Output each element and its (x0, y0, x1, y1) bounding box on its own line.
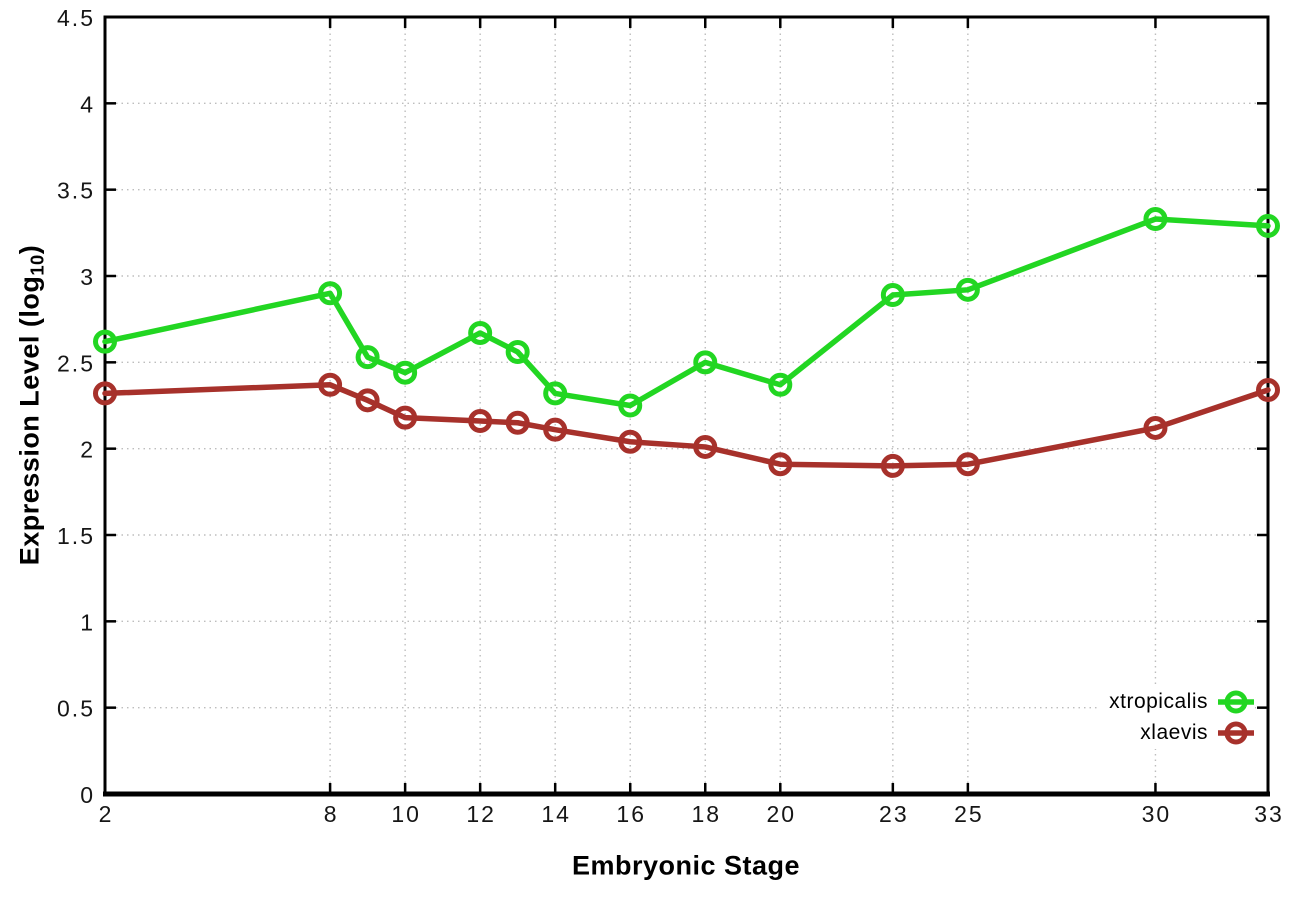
y-tick-label-2.5: 2.5 (57, 350, 95, 376)
data-point-xtropicalis-stage-25 (955, 277, 980, 302)
legend-sample-xtropicalis (1218, 690, 1254, 713)
legend-sample-xlaevis (1218, 721, 1254, 744)
plot-border (103, 15, 1270, 796)
x-tick-label-30: 30 (1142, 801, 1172, 827)
data-point-xtropicalis-stage-33 (1256, 213, 1280, 238)
y-tick-label-3.5: 3.5 (57, 178, 95, 204)
data-point-xtropicalis-stage-30 (1143, 207, 1168, 232)
data-point-xlaevis-stage-23 (880, 453, 905, 478)
y-tick-label-1: 1 (80, 609, 95, 635)
x-tick-label-14: 14 (541, 801, 571, 827)
legend-label-xlaevis: xlaevis (1140, 720, 1208, 744)
x-tick-label-10: 10 (391, 801, 421, 827)
data-point-xtropicalis-stage-14 (543, 381, 568, 406)
x-tick-label-25: 25 (954, 801, 984, 827)
grid (105, 17, 1268, 794)
data-point-xlaevis-stage-8 (318, 372, 343, 397)
data-point-xlaevis-stage-30 (1143, 415, 1168, 440)
y-tick-label-4: 4 (80, 91, 95, 117)
data-point-xtropicalis-stage-8 (318, 281, 343, 306)
y-axis-title-end: ) (14, 244, 45, 255)
x-tick-label-2: 2 (99, 801, 114, 827)
data-point-xlaevis-stage-13 (505, 410, 530, 435)
data-point-xtropicalis-stage-9 (355, 345, 380, 370)
x-tick-label-18: 18 (691, 801, 721, 827)
x-tick-label-23: 23 (879, 801, 909, 827)
data-point-xtropicalis-stage-12 (468, 320, 493, 345)
x-tick-label-12: 12 (466, 801, 496, 827)
data-point-xlaevis-stage-18 (693, 434, 718, 459)
x-tick-label-20: 20 (766, 801, 796, 827)
legend-row-xlaevis: xlaevis (1109, 717, 1255, 748)
data-point-xtropicalis-stage-16 (618, 393, 643, 418)
y-axis-title-subscript: 10 (26, 254, 48, 276)
data-point-xlaevis-stage-33 (1256, 377, 1280, 402)
y-tick-label-1.5: 1.5 (57, 523, 95, 549)
data-point-xtropicalis-stage-2 (93, 329, 117, 354)
x-tick-label-16: 16 (616, 801, 646, 827)
series-line-xlaevis (102, 382, 1271, 469)
legend-row-xtropicalis: xtropicalis (1109, 686, 1255, 717)
data-point-xtropicalis-stage-13 (505, 339, 530, 364)
y-axis-title-main: Expression Level (log (14, 275, 45, 566)
data-point-xlaevis-stage-14 (543, 417, 568, 442)
x-axis-title: Embryonic Stage (571, 850, 801, 881)
data-point-xlaevis-stage-9 (355, 388, 380, 413)
series-line-xtropicalis (102, 216, 1271, 409)
y-tick-label-4.5: 4.5 (57, 5, 95, 31)
data-point-xtropicalis-stage-20 (768, 372, 793, 397)
x-tick-label-33: 33 (1254, 801, 1284, 827)
legend-sample-marker (1224, 690, 1248, 713)
data-point-xlaevis-stage-12 (468, 409, 493, 434)
data-point-xlaevis-stage-25 (955, 452, 980, 477)
y-tick-label-0: 0 (80, 782, 95, 808)
data-point-xtropicalis-stage-18 (693, 350, 718, 375)
y-tick-label-3: 3 (80, 264, 95, 290)
legend-label-xtropicalis: xtropicalis (1109, 689, 1208, 713)
legend: xtropicalis xlaevis (1097, 685, 1255, 749)
data-point-xtropicalis-stage-10 (393, 360, 418, 385)
x-tick-label-8: 8 (324, 801, 339, 827)
axis-ticks (103, 15, 1270, 796)
legend-sample-marker (1224, 721, 1248, 744)
y-tick-label-0.5: 0.5 (57, 696, 95, 722)
data-point-xlaevis-stage-2 (93, 381, 117, 406)
y-axis-title: Expression Level (log10) (14, 244, 48, 566)
data-point-xtropicalis-stage-23 (880, 282, 905, 307)
data-point-xlaevis-stage-10 (393, 405, 418, 430)
data-point-xlaevis-stage-16 (618, 429, 643, 454)
data-point-xlaevis-stage-20 (768, 452, 793, 477)
y-tick-label-2: 2 (80, 437, 95, 463)
